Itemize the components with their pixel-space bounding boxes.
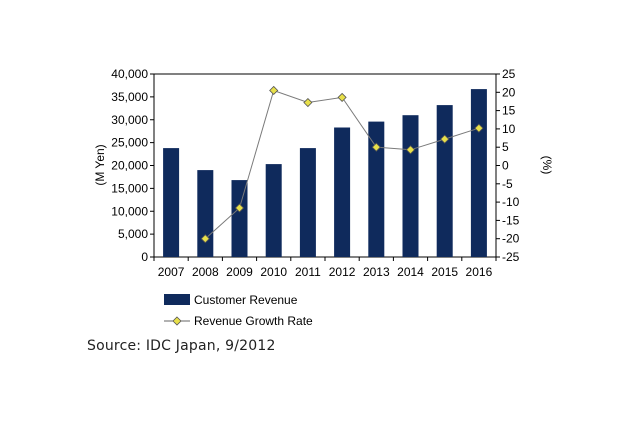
legend-marker-growth-rate: [172, 316, 182, 326]
bar-2009: [231, 180, 248, 257]
x-tick-label: 2015: [431, 265, 458, 279]
right-tick-label: -15: [502, 213, 520, 227]
right-tick-label: 10: [502, 122, 516, 136]
growth-marker-2014: [405, 145, 416, 155]
growth-marker-2009: [234, 203, 245, 213]
bar-2010: [265, 164, 282, 257]
left-tick-label: 20,000: [111, 159, 148, 173]
right-tick-label: -20: [502, 232, 520, 246]
bar-2013: [368, 121, 385, 257]
bar-2014: [402, 115, 419, 257]
bar-2012: [334, 127, 351, 257]
growth-marker-2015: [440, 134, 450, 144]
bar-2007: [163, 148, 180, 257]
x-tick-label: 2009: [226, 265, 253, 279]
x-tick-label: 2014: [397, 265, 424, 279]
x-tick-label: 2007: [158, 265, 185, 279]
left-axis: 0 5,000 10,000 15,000 20,000 25,000 30,000 35,0…: [111, 67, 154, 264]
x-tick-label: 2013: [363, 265, 390, 279]
left-tick-label: 10,000: [111, 204, 148, 218]
right-tick-label: 20: [502, 85, 516, 99]
line-series: [200, 85, 484, 244]
bar-2016: [470, 89, 487, 257]
legend-swatch-customer-revenue: [164, 294, 190, 305]
legend-label-customer-revenue: Customer Revenue: [194, 293, 298, 307]
right-tick-label: 0: [502, 159, 509, 173]
x-tick-label: 2011: [295, 265, 321, 279]
growth-marker-2016: [474, 123, 484, 133]
growth-marker-2011: [303, 97, 313, 108]
legend: Customer Revenue Revenue Growth Rate: [164, 293, 313, 328]
right-tick-label: -10: [502, 195, 520, 209]
right-axis: -25 -20 -15 -10 -5 0 5 10 15 20 25: [496, 67, 520, 264]
right-tick-label: -5: [502, 177, 513, 191]
right-axis-title: (%): [540, 156, 554, 175]
growth-marker-2013: [371, 142, 381, 152]
right-tick-label: 15: [502, 104, 516, 118]
x-tick-label: 2008: [192, 265, 219, 279]
left-tick-label: 40,000: [111, 67, 148, 81]
left-tick-label: 0: [141, 250, 148, 264]
x-tick-label: 2012: [329, 265, 356, 279]
source-note: Source: IDC Japan, 9/2012: [87, 338, 276, 354]
bar-2008: [197, 170, 214, 257]
growth-marker-2010: [269, 85, 279, 96]
bar-2015: [436, 105, 453, 257]
left-tick-label: 25,000: [111, 136, 148, 150]
left-tick-label: 5,000: [118, 227, 148, 241]
left-axis-title: (M Yen): [93, 144, 107, 185]
right-tick-label: 5: [502, 140, 509, 154]
x-tick-label: 2010: [260, 265, 287, 279]
left-tick-label: 15,000: [111, 181, 148, 195]
legend-label-growth-rate: Revenue Growth Rate: [194, 314, 313, 328]
left-tick-label: 35,000: [111, 90, 148, 104]
bar-series: [163, 89, 487, 257]
x-axis: 2007 2008 2009 2010 2011 2012 2013 2014 2015 2016: [153, 257, 497, 279]
right-tick-label: -25: [502, 250, 520, 264]
x-tick-label: 2016: [466, 265, 493, 279]
left-tick-label: 30,000: [111, 113, 148, 127]
growth-marker-2012: [337, 92, 347, 102]
bar-2011: [299, 148, 316, 257]
right-tick-label: 25: [502, 67, 516, 81]
growth-marker-2008: [200, 234, 210, 244]
